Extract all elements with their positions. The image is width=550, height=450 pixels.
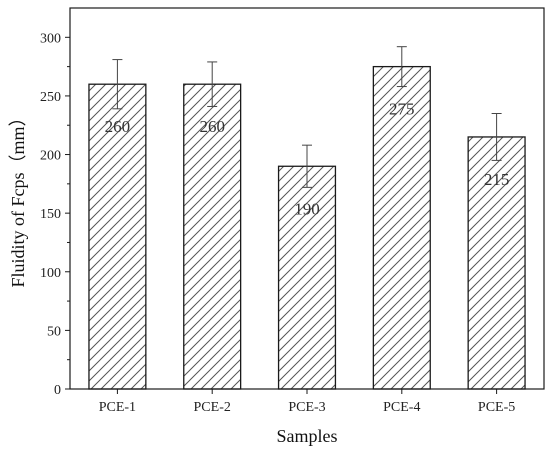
y-tick-label-300: 300 (40, 31, 61, 46)
data-label-pce-1: 260 (105, 117, 131, 136)
y-axis-title: Fluidity of Fcps（mm） (8, 108, 28, 287)
x-axis: PCE-1 PCE-2 PCE-3 PCE-4 PCE-5 (99, 389, 515, 415)
error-bar-pce-3 (302, 144, 312, 188)
y-tick-label-150: 150 (40, 207, 61, 222)
error-bar-pce-5 (491, 113, 502, 161)
x-tick-label-pce-2: PCE-2 (194, 400, 231, 415)
data-labels-layer: 260 260 190 275 215 (105, 100, 510, 219)
x-tick-label-pce-5: PCE-5 (478, 400, 515, 415)
bar-pce-2 (183, 83, 242, 390)
x-tick-label-pce-3: PCE-3 (288, 400, 325, 415)
error-bar-pce-2 (207, 61, 218, 107)
data-label-pce-2: 260 (199, 117, 225, 136)
error-bars-layer (112, 46, 502, 188)
error-bar-pce-1 (112, 59, 123, 110)
error-bar-pce-4 (396, 46, 407, 88)
data-label-pce-4: 275 (389, 100, 415, 119)
data-label-pce-5: 215 (484, 170, 510, 189)
bars-layer (88, 65, 526, 390)
bar-pce-1 (88, 83, 147, 390)
y-tick-label-200: 200 (40, 149, 61, 164)
y-tick-label-50: 50 (47, 324, 61, 339)
x-axis-title: Samples (277, 426, 338, 446)
y-axis: 0 50 100 150 200 250 300 (40, 31, 70, 398)
y-tick-label-0: 0 (54, 383, 61, 398)
data-label-pce-3: 190 (294, 199, 320, 218)
x-tick-label-pce-4: PCE-4 (383, 400, 420, 415)
y-tick-label-250: 250 (40, 90, 61, 105)
y-tick-label-100: 100 (40, 266, 61, 281)
bar-pce-4 (372, 65, 431, 390)
x-tick-label-pce-1: PCE-1 (99, 400, 136, 415)
